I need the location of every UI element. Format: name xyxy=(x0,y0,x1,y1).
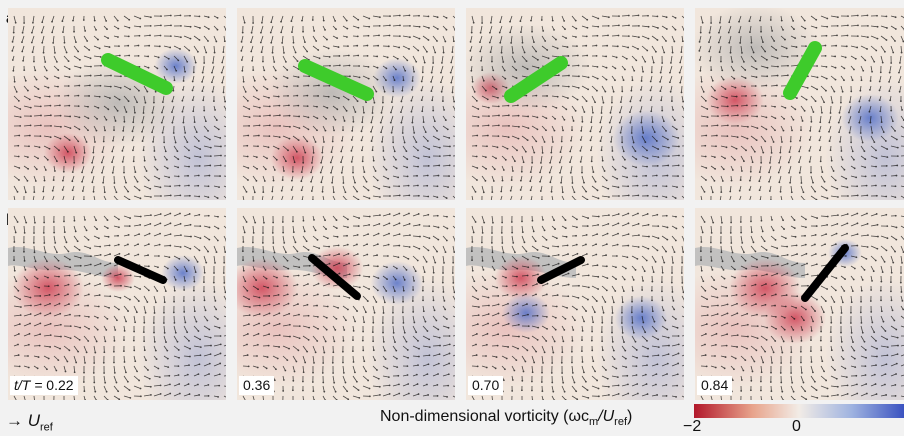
time-label-1: t/T = 0.22 xyxy=(10,376,78,395)
colorbar-label-text: Non-dimensional vorticity (ωc xyxy=(380,408,589,425)
negative-vortex xyxy=(841,94,899,142)
velocity-vectors xyxy=(470,212,684,400)
flow-field-b2 xyxy=(237,208,455,400)
panel-b2 xyxy=(237,208,455,400)
colorbar-gradient xyxy=(694,404,904,418)
velocity-vectors xyxy=(698,14,904,200)
negative-vortex xyxy=(161,255,205,291)
colorbar xyxy=(694,404,904,418)
colorbar-label: Non-dimensional vorticity (ωcm/Uref) xyxy=(380,408,632,428)
positive-vortex xyxy=(12,258,84,318)
panel-a4 xyxy=(695,8,904,200)
flow-field-a3 xyxy=(466,8,684,200)
flow-field-b4 xyxy=(695,208,904,400)
time-label-2: 0.36 xyxy=(239,376,275,395)
colorbar-label-sub2: ref xyxy=(614,416,628,429)
flow-field-a1 xyxy=(8,8,226,200)
positive-vortex xyxy=(763,292,827,344)
wing-tracked xyxy=(504,56,568,103)
smoke-cloud xyxy=(466,24,590,112)
panel-a3 xyxy=(466,8,684,200)
flow-field-b1 xyxy=(8,208,226,400)
negative-vortex xyxy=(502,293,550,333)
velocity-vectors xyxy=(12,212,226,400)
panel-b3 xyxy=(466,208,684,400)
colorbar-tick-min: −2 xyxy=(683,418,702,435)
velocity-vectors xyxy=(469,14,684,200)
smoke-cloud xyxy=(268,49,396,137)
wing-tracked xyxy=(101,53,173,95)
wing-tracked xyxy=(298,59,374,101)
reference-symbol: U xyxy=(27,411,41,430)
smoke-cloud xyxy=(695,8,819,92)
time-label-4: 0.84 xyxy=(697,376,733,395)
time-value-3: 0.70 xyxy=(472,377,500,393)
reference-arrow-icon: → xyxy=(6,411,23,430)
wing-tracked xyxy=(783,41,822,100)
flow-field-a2 xyxy=(237,8,455,200)
time-value-2: 0.36 xyxy=(243,377,271,393)
time-value-4: 0.84 xyxy=(701,377,729,393)
negative-vortex xyxy=(612,110,680,166)
panel-b1 xyxy=(8,208,226,400)
flow-field-a4 xyxy=(695,8,904,200)
reference-subscript: ref xyxy=(40,421,53,434)
negative-vortex xyxy=(370,261,424,305)
flow-field-b3 xyxy=(466,208,684,400)
velocity-vectors xyxy=(11,14,226,200)
colorbar-label-end: ) xyxy=(627,408,633,425)
wing-model xyxy=(537,256,585,284)
reference-velocity: → Uref xyxy=(6,411,53,433)
positive-vortex xyxy=(310,246,364,290)
panel-b4 xyxy=(695,208,904,400)
positive-vortex xyxy=(44,133,92,173)
positive-vortex xyxy=(494,256,548,300)
colorbar-label-sub1: m xyxy=(589,416,599,429)
colorbar-tick-zero: 0 xyxy=(792,418,801,435)
time-prefix: t/T = xyxy=(14,377,47,393)
panel-a2 xyxy=(237,8,455,200)
wing-model xyxy=(801,244,849,302)
time-label-3: 0.70 xyxy=(468,376,504,395)
velocity-vectors xyxy=(240,14,455,200)
time-value-1: 0.22 xyxy=(46,377,74,393)
colorbar-label-mid: /U xyxy=(598,408,615,425)
wing-model xyxy=(114,256,167,284)
panel-a1 xyxy=(8,8,226,200)
wing-model xyxy=(308,254,361,300)
